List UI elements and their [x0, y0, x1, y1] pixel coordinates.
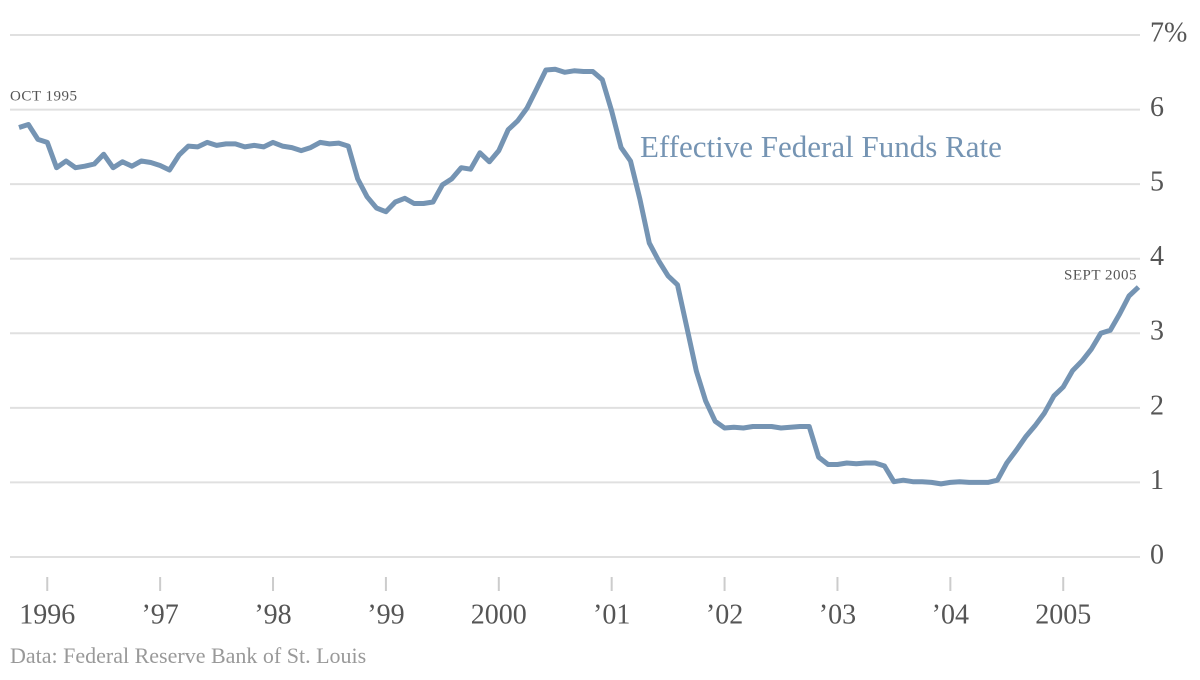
x-tick-label: 2005	[1035, 599, 1091, 630]
x-tick-label: ’97	[141, 599, 178, 630]
end-annotation: SEPT 2005	[1064, 267, 1137, 283]
start-annotation: OCT 1995	[10, 88, 77, 104]
y-tick-label: 3	[1150, 316, 1164, 347]
y-tick-label: 6	[1150, 92, 1164, 123]
y-tick-label: 2	[1150, 390, 1164, 421]
x-tick-label: 1996	[19, 599, 75, 630]
x-tick-label: 2000	[471, 599, 527, 630]
x-tick-label: ’01	[593, 599, 630, 630]
y-tick-label: 4	[1150, 241, 1164, 272]
source-note: Data: Federal Reserve Bank of St. Louis	[10, 643, 366, 668]
x-tick-label: ’04	[932, 599, 969, 630]
y-tick-label: 1	[1150, 465, 1164, 496]
y-tick-label: 0	[1150, 539, 1164, 570]
x-tick-label: ’99	[367, 599, 404, 630]
series-label: Effective Federal Funds Rate	[640, 129, 1002, 164]
y-tick-label: 5	[1150, 167, 1164, 198]
series-line	[18, 66, 1141, 487]
x-tick-label: ’02	[706, 599, 743, 630]
x-tick-label: ’03	[819, 599, 856, 630]
y-tick-label: 7%	[1150, 17, 1187, 48]
x-tick-label: ’98	[254, 599, 291, 630]
